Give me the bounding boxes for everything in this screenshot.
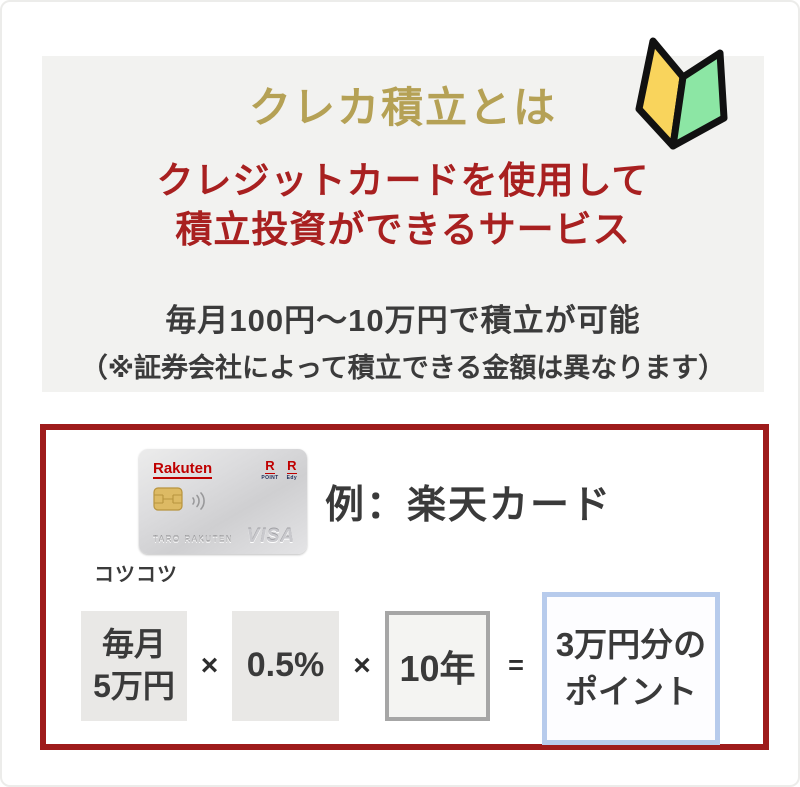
rakuten-point-logo: R POINT xyxy=(261,458,279,481)
example-box: Rakuten R POINT R Edy xyxy=(40,424,769,750)
multiply-operator-2: × xyxy=(353,648,371,682)
monthly-amount-box: 毎月 5万円 xyxy=(81,610,187,721)
rakuten-logo: Rakuten xyxy=(153,460,213,479)
years-box: 10年 xyxy=(385,610,490,721)
point-rate-box: 0.5% xyxy=(232,610,339,721)
example-heading: 例：楽天カード xyxy=(325,483,613,527)
card-row: Rakuten R POINT R Edy xyxy=(139,449,763,554)
multiply-operator-1: × xyxy=(200,648,219,682)
intro-subtitle-line2: 積立投資ができるサービス xyxy=(175,208,631,250)
card-corner-logos: R POINT R Edy xyxy=(261,459,297,481)
visa-logo: VISA xyxy=(246,526,295,547)
result-points-box: 3万円分の ポイント xyxy=(542,592,720,745)
intro-info-note: （※証券会社によって積立できる金額は異なります） xyxy=(80,352,726,383)
rakuten-card-image: Rakuten R POINT R Edy xyxy=(139,449,307,554)
point-r-icon: R xyxy=(265,458,275,474)
intro-subtitle-line1: クレジットカードを使用して xyxy=(156,160,650,201)
points-formula: 毎月 5万円 × 0.5% × 10年 = 3万円分の ポイント xyxy=(81,589,763,745)
kotsukotsu-caption: コツコツ xyxy=(94,564,178,586)
equals-operator: = xyxy=(508,650,524,680)
beginner-mark-icon xyxy=(635,37,728,150)
card-holder-name: TARO RAKUTEN xyxy=(153,535,234,544)
emv-chip-icon xyxy=(153,487,183,511)
intro-info-amount: 毎月100円〜10万円で積立が可能 xyxy=(165,302,641,338)
contactless-icon xyxy=(192,492,205,510)
rakuten-edy-logo: R Edy xyxy=(286,458,297,481)
intro-subtitle: クレジットカードを使用して 積立投資ができるサービス xyxy=(42,157,764,255)
page-title: クレカ積立とは xyxy=(248,84,557,131)
edy-r-icon: R xyxy=(287,458,297,474)
